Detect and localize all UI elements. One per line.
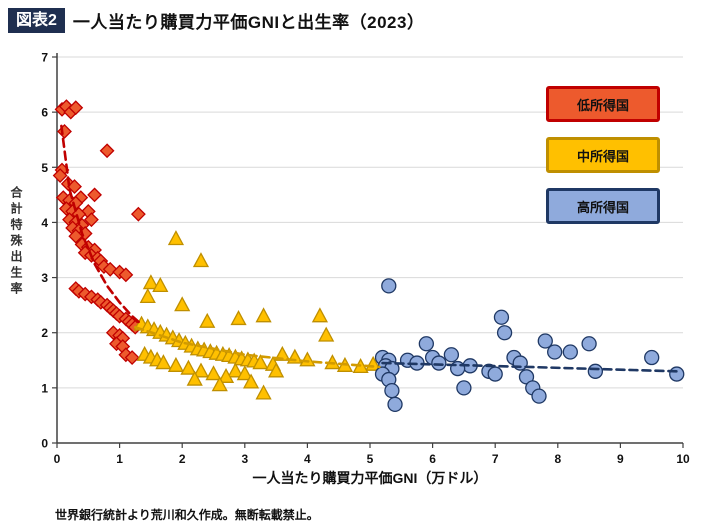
y-tick-label: 0: [41, 437, 48, 451]
x-tick-label: 8: [554, 452, 561, 466]
data-point-middle-income: [268, 362, 285, 378]
trend-line: [133, 325, 381, 369]
data-point-middle-income: [205, 365, 222, 381]
x-tick-label: 0: [54, 452, 61, 466]
figure-number-badge: 図表2: [8, 8, 65, 34]
x-tick-label: 5: [367, 452, 374, 466]
data-point-middle-income: [217, 367, 235, 383]
y-tick-label: 4: [41, 216, 48, 230]
data-point-high-income: [496, 325, 513, 341]
data-point-middle-income: [299, 351, 316, 367]
data-point-middle-income: [236, 365, 253, 381]
data-point-middle-income: [311, 307, 329, 323]
data-point-middle-income: [211, 376, 228, 392]
data-point-high-income: [443, 347, 460, 363]
data-point-middle-income: [255, 384, 272, 400]
x-tick-label: 7: [492, 452, 499, 466]
data-point-middle-income: [255, 307, 272, 323]
data-point-middle-income: [139, 287, 156, 304]
y-tick-label: 5: [41, 161, 48, 175]
y-tick-label: 6: [41, 106, 48, 120]
data-point-middle-income: [230, 310, 247, 326]
data-point-high-income: [537, 333, 553, 349]
data-point-middle-income: [155, 354, 172, 370]
data-point-low-income: [68, 100, 84, 116]
data-point-high-income: [562, 344, 578, 360]
data-point-middle-income: [192, 252, 210, 268]
y-tick-label: 1: [41, 381, 48, 395]
data-point-low-income: [84, 212, 99, 228]
legend-item-high-income: 高所得国: [546, 188, 660, 224]
data-point-high-income: [487, 366, 503, 382]
data-point-high-income: [581, 336, 597, 352]
data-point-middle-income: [152, 276, 169, 292]
data-point-middle-income: [192, 362, 210, 378]
data-point-high-income: [587, 363, 604, 379]
data-point-middle-income: [174, 296, 191, 312]
chart-header: 図表2 一人当たり購買力平価GNIと出生率（2023）: [8, 8, 425, 34]
x-tick-label: 4: [304, 452, 311, 466]
x-tick-label: 6: [429, 452, 436, 466]
data-point-low-income: [118, 267, 134, 283]
data-point-high-income: [384, 382, 400, 399]
x-tick-label: 2: [179, 452, 186, 466]
data-point-high-income: [431, 355, 447, 371]
data-point-high-income: [531, 388, 547, 404]
trend-line: [381, 361, 679, 373]
data-point-low-income: [87, 187, 102, 203]
data-point-low-income: [124, 350, 140, 365]
data-point-middle-income: [167, 230, 185, 246]
data-point-middle-income: [142, 274, 159, 290]
data-point-low-income: [99, 143, 115, 159]
data-point-middle-income: [180, 359, 197, 375]
data-point-middle-income: [167, 356, 185, 372]
data-point-high-income: [387, 396, 403, 413]
data-point-high-income: [418, 336, 434, 352]
data-point-high-income: [669, 366, 685, 382]
x-tick-label: 10: [676, 452, 690, 466]
legend-item-middle-income: 中所得国: [546, 137, 660, 173]
data-point-middle-income: [274, 345, 291, 361]
data-point-high-income: [456, 380, 472, 396]
data-point-middle-income: [186, 370, 203, 386]
y-tick-label: 2: [41, 326, 48, 340]
data-point-middle-income: [242, 373, 260, 389]
y-tick-label: 3: [41, 271, 48, 285]
data-point-low-income: [68, 228, 84, 244]
data-point-middle-income: [252, 354, 269, 370]
data-point-low-income: [57, 124, 72, 139]
data-point-high-income: [493, 309, 510, 325]
data-point-high-income: [381, 278, 397, 294]
y-axis-label: 合計特殊出生率: [9, 186, 23, 298]
data-point-low-income: [52, 168, 68, 183]
data-point-middle-income: [318, 326, 335, 342]
data-point-high-income: [547, 344, 563, 360]
source-credit: 世界銀行統計より荒川和久作成。無断転載禁止。: [55, 508, 319, 522]
legend-item-low-income: 低所得国: [546, 86, 660, 122]
page-title: 一人当たり購買力平価GNIと出生率（2023）: [72, 13, 425, 33]
x-tick-label: 3: [241, 452, 248, 466]
trend-line: [60, 124, 143, 326]
data-point-middle-income: [199, 312, 216, 328]
data-point-high-income: [644, 349, 660, 366]
x-tick-label: 1: [116, 452, 123, 466]
data-point-low-income: [130, 206, 146, 222]
x-tick-label: 9: [617, 452, 624, 466]
data-point-middle-income: [227, 362, 244, 378]
y-tick-label: 7: [41, 51, 48, 65]
chart-legend: 低所得国 中所得国 高所得国: [546, 86, 660, 224]
x-axis-label: 一人当たり購買力平価GNI（万ドル）: [252, 470, 488, 486]
